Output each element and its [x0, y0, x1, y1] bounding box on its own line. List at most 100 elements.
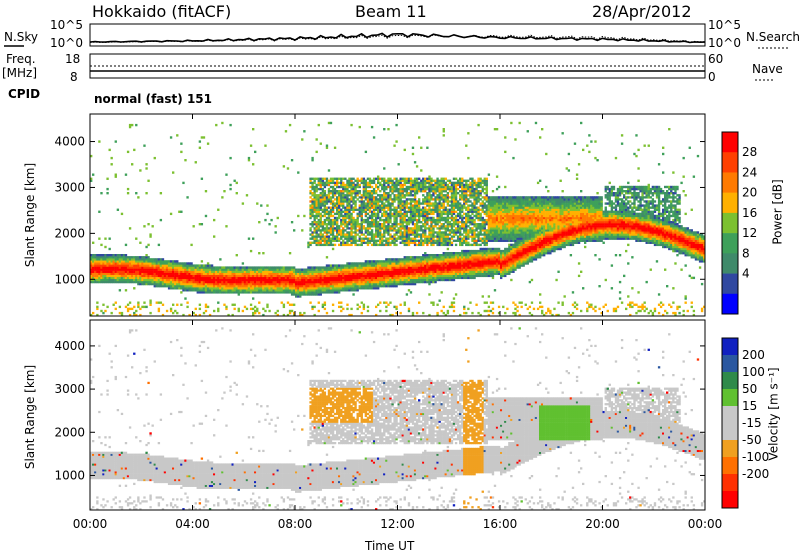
power-cell: [309, 269, 311, 271]
power-cell: [291, 291, 293, 293]
power-cell: [121, 275, 123, 277]
power-cell: [229, 291, 231, 293]
power-cell: [209, 291, 211, 293]
power-cell: [326, 200, 328, 202]
power-cell: [246, 291, 248, 293]
power-cell: [357, 229, 359, 231]
power-cell: [326, 207, 328, 209]
power-cell: [307, 271, 309, 273]
power-cell: [346, 194, 348, 196]
power-cell: [201, 178, 203, 180]
power-cell: [348, 207, 350, 209]
power-cell: [242, 275, 244, 277]
power-cell: [350, 204, 352, 206]
power-cell: [283, 304, 285, 306]
power-cell: [291, 310, 293, 312]
power-cell: [348, 213, 350, 215]
power-cell: [193, 275, 195, 277]
power-cell: [199, 308, 201, 310]
power-cell: [164, 279, 166, 281]
power-cell: [250, 145, 252, 147]
power-cell: [334, 227, 336, 229]
power-cell: [346, 304, 348, 306]
power-cell: [287, 279, 289, 281]
power-cell: [162, 262, 164, 264]
power-cell: [170, 262, 172, 264]
power-cell: [344, 225, 346, 227]
power-cell: [357, 304, 359, 306]
power-cell: [328, 219, 330, 221]
power-cell: [149, 258, 151, 260]
power-cell: [369, 231, 371, 233]
power-cell: [211, 264, 213, 266]
power-cell: [350, 262, 352, 264]
power-cell: [219, 291, 221, 293]
power-cell: [252, 269, 254, 271]
power-cell: [359, 215, 361, 217]
power-cell: [342, 287, 344, 289]
power-cell: [336, 275, 338, 277]
power-cell: [303, 281, 305, 283]
power-cell: [266, 304, 268, 306]
power-cell: [365, 285, 367, 287]
power-cell: [352, 262, 354, 264]
power-cell: [287, 285, 289, 287]
power-cell: [311, 192, 313, 194]
power-cell: [96, 306, 98, 308]
power-cell: [301, 279, 303, 281]
power-cell: [334, 269, 336, 271]
power-cell: [334, 178, 336, 180]
power-cell: [236, 182, 238, 184]
power-cell: [367, 196, 369, 198]
power-cell: [342, 196, 344, 198]
power-cell: [129, 262, 131, 264]
power-cell: [346, 196, 348, 198]
power-cell: [141, 271, 143, 273]
power-cell: [309, 209, 311, 211]
power-cell: [195, 279, 197, 281]
power-cell: [342, 188, 344, 190]
power-cell: [357, 281, 359, 283]
power-cell: [287, 269, 289, 271]
power-cell: [354, 209, 356, 211]
power-cell: [318, 240, 320, 242]
power-cell: [332, 188, 334, 190]
power-cell: [352, 275, 354, 277]
power-cell: [346, 244, 348, 246]
power-cell: [209, 287, 211, 289]
power-cell: [344, 271, 346, 273]
power-cell: [264, 275, 266, 277]
power-cell: [326, 217, 328, 219]
power-cell: [336, 221, 338, 223]
power-cell: [324, 209, 326, 211]
power-cell: [172, 279, 174, 281]
power-cell: [268, 266, 270, 268]
power-cell: [117, 262, 119, 264]
power-cell: [361, 285, 363, 287]
power-cell: [330, 186, 332, 188]
power-cell: [145, 246, 147, 248]
power-cell: [127, 188, 129, 190]
power-cell: [334, 238, 336, 240]
power-cell: [115, 262, 117, 264]
power-cell: [139, 279, 141, 281]
power-cell: [205, 306, 207, 308]
power-cell: [236, 269, 238, 271]
power-cell: [314, 306, 316, 308]
power-cell: [365, 194, 367, 196]
power-cell: [332, 285, 334, 287]
power-cell: [340, 231, 342, 233]
power-cell: [168, 287, 170, 289]
power-cell: [369, 184, 371, 186]
power-cell: [281, 266, 283, 268]
power-cell: [297, 281, 299, 283]
power-cell: [244, 291, 246, 293]
power-cell: [354, 190, 356, 192]
power-cell: [375, 240, 377, 242]
power-cell: [340, 269, 342, 271]
power-cell: [332, 190, 334, 192]
power-cell: [133, 258, 135, 260]
power-cell: [137, 279, 139, 281]
power-cell: [334, 235, 336, 237]
power-cell: [166, 285, 168, 287]
